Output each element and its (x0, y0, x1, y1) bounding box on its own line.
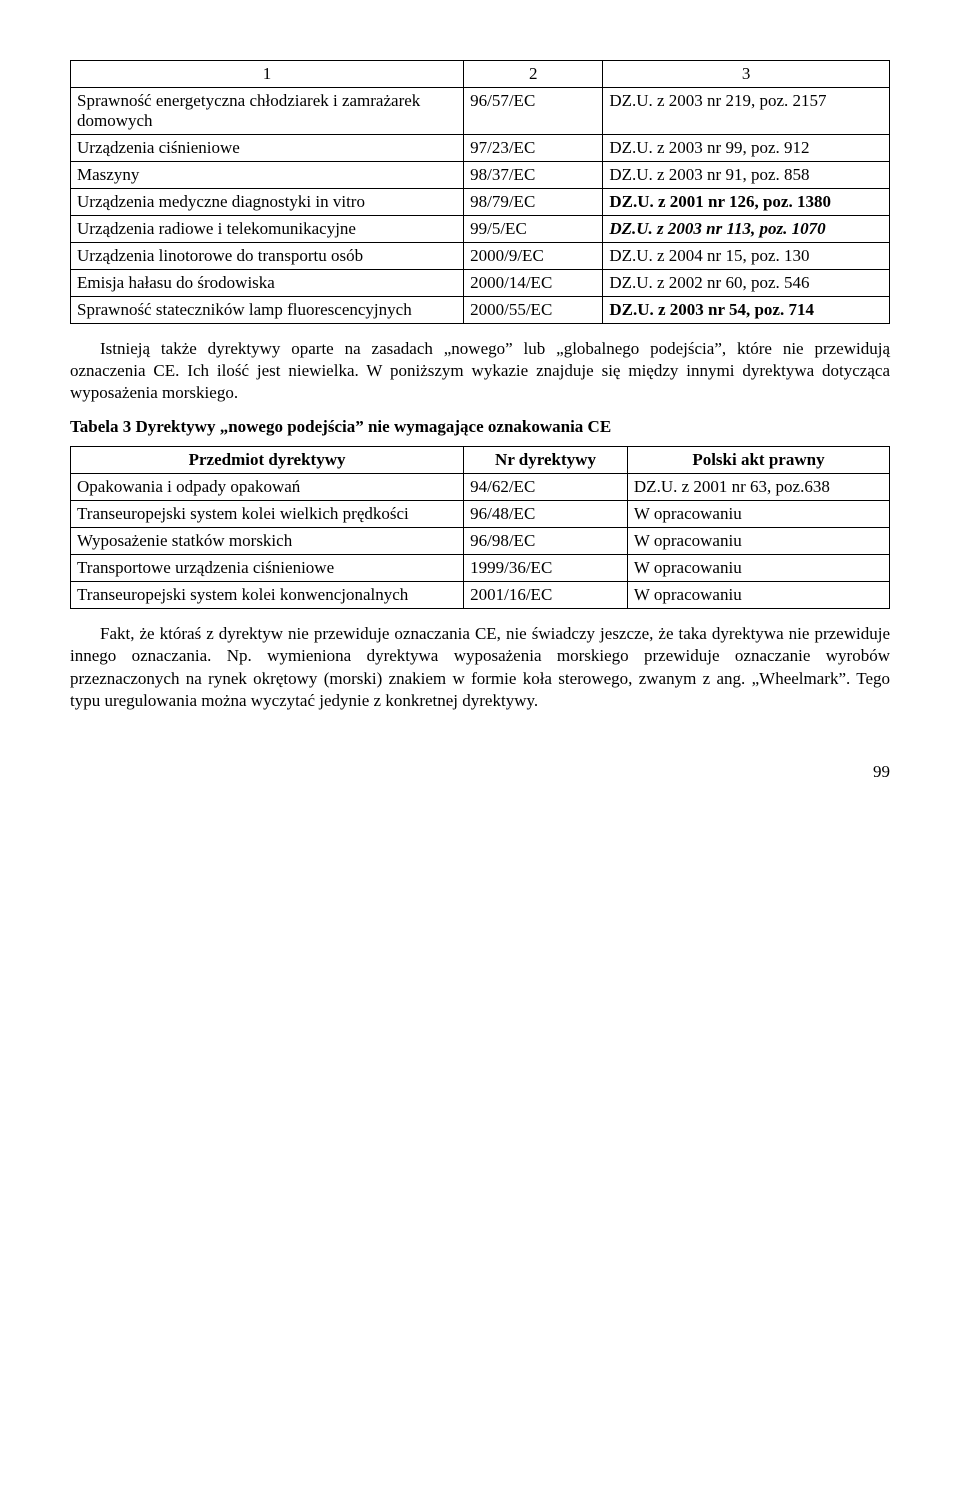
cell-legal-act: DZ.U. z 2002 nr 60, poz. 546 (603, 270, 890, 297)
table-header-row: Przedmiot dyrektywy Nr dyrektywy Polski … (71, 447, 890, 474)
cell-directive-number: 2001/16/EC (464, 582, 628, 609)
paragraph-conclusion: Fakt, że któraś z dyrektyw nie przewiduj… (70, 623, 890, 711)
table-row: Transeuropejski system kolei konwencjona… (71, 582, 890, 609)
col-header: Polski akt prawny (627, 447, 889, 474)
cell-legal-act: DZ.U. z 2003 nr 91, poz. 858 (603, 162, 890, 189)
cell-subject: Transeuropejski system kolei konwencjona… (71, 582, 464, 609)
table-row: Sprawność stateczników lamp fluorescency… (71, 297, 890, 324)
table-row: Urządzenia radiowe i telekomunikacyjne99… (71, 216, 890, 243)
table-row: Transeuropejski system kolei wielkich pr… (71, 501, 890, 528)
cell-directive-number: 98/37/EC (464, 162, 603, 189)
cell-directive-number: 2000/9/EC (464, 243, 603, 270)
cell-directive-number: 96/57/EC (464, 88, 603, 135)
table-row: Urządzenia ciśnieniowe97/23/ECDZ.U. z 20… (71, 135, 890, 162)
cell-subject: Sprawność stateczników lamp fluorescency… (71, 297, 464, 324)
cell-directive-number: 96/98/EC (464, 528, 628, 555)
table-row: Wyposażenie statków morskich96/98/ECW op… (71, 528, 890, 555)
page-number: 99 (70, 762, 890, 782)
col-header: Nr dyrektywy (464, 447, 628, 474)
table-header-row: 1 2 3 (71, 61, 890, 88)
cell-directive-number: 94/62/EC (464, 474, 628, 501)
col-header: Przedmiot dyrektywy (71, 447, 464, 474)
table-row: Transportowe urządzenia ciśnieniowe1999/… (71, 555, 890, 582)
col-header: 2 (464, 61, 603, 88)
table-row: Maszyny98/37/ECDZ.U. z 2003 nr 91, poz. … (71, 162, 890, 189)
table-row: Emisja hałasu do środowiska2000/14/ECDZ.… (71, 270, 890, 297)
cell-subject: Transportowe urządzenia ciśnieniowe (71, 555, 464, 582)
cell-legal-act: DZ.U. z 2001 nr 126, poz. 1380 (603, 189, 890, 216)
cell-directive-number: 97/23/EC (464, 135, 603, 162)
cell-subject: Urządzenia radiowe i telekomunikacyjne (71, 216, 464, 243)
cell-directive-number: 98/79/EC (464, 189, 603, 216)
cell-subject: Wyposażenie statków morskich (71, 528, 464, 555)
col-header: 1 (71, 61, 464, 88)
cell-subject: Maszyny (71, 162, 464, 189)
table-row: Opakowania i odpady opakowań94/62/ECDZ.U… (71, 474, 890, 501)
directives-table-2: Przedmiot dyrektywy Nr dyrektywy Polski … (70, 446, 890, 609)
cell-subject: Transeuropejski system kolei wielkich pr… (71, 501, 464, 528)
cell-subject: Sprawność energetyczna chłodziarek i zam… (71, 88, 464, 135)
directives-table-1: 1 2 3 Sprawność energetyczna chłodziarek… (70, 60, 890, 324)
cell-subject: Urządzenia medyczne diagnostyki in vitro (71, 189, 464, 216)
cell-directive-number: 2000/55/EC (464, 297, 603, 324)
cell-legal-act: DZ.U. z 2003 nr 99, poz. 912 (603, 135, 890, 162)
cell-directive-number: 99/5/EC (464, 216, 603, 243)
cell-legal-act: W opracowaniu (627, 582, 889, 609)
cell-legal-act: DZ.U. z 2003 nr 54, poz. 714 (603, 297, 890, 324)
cell-directive-number: 2000/14/EC (464, 270, 603, 297)
cell-directive-number: 96/48/EC (464, 501, 628, 528)
paragraph-intro: Istnieją także dyrektywy oparte na zasad… (70, 338, 890, 404)
cell-legal-act: W opracowaniu (627, 528, 889, 555)
cell-subject: Urządzenia linotorowe do transportu osób (71, 243, 464, 270)
cell-subject: Emisja hałasu do środowiska (71, 270, 464, 297)
col-header: 3 (603, 61, 890, 88)
cell-legal-act: DZ.U. z 2003 nr 219, poz. 2157 (603, 88, 890, 135)
cell-directive-number: 1999/36/EC (464, 555, 628, 582)
cell-legal-act: DZ.U. z 2001 nr 63, poz.638 (627, 474, 889, 501)
table2-caption: Tabela 3 Dyrektywy „nowego podejścia” ni… (70, 416, 890, 438)
table-row: Sprawność energetyczna chłodziarek i zam… (71, 88, 890, 135)
cell-subject: Opakowania i odpady opakowań (71, 474, 464, 501)
cell-subject: Urządzenia ciśnieniowe (71, 135, 464, 162)
table-row: Urządzenia medyczne diagnostyki in vitro… (71, 189, 890, 216)
cell-legal-act: W opracowaniu (627, 555, 889, 582)
cell-legal-act: W opracowaniu (627, 501, 889, 528)
cell-legal-act: DZ.U. z 2003 nr 113, poz. 1070 (603, 216, 890, 243)
cell-legal-act: DZ.U. z 2004 nr 15, poz. 130 (603, 243, 890, 270)
table-row: Urządzenia linotorowe do transportu osób… (71, 243, 890, 270)
